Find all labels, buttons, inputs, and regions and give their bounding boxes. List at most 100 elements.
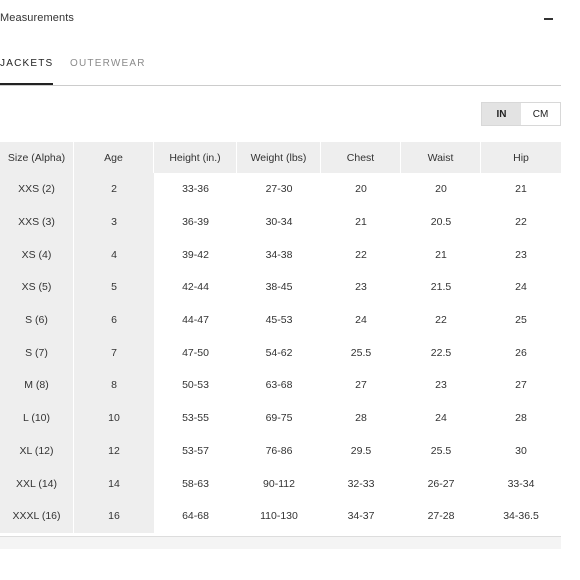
tab-jackets[interactable]: JACKETS — [0, 58, 54, 69]
cell-age: 12 — [74, 434, 154, 468]
cell-height: 64-68 — [182, 510, 209, 523]
cell-chest: 22 — [355, 248, 367, 261]
cell-weight: 63-68 — [265, 379, 293, 392]
cell-height: 44-47 — [182, 314, 209, 327]
cell-height: 47-50 — [182, 346, 209, 359]
cell-weight: 45-53 — [265, 314, 293, 327]
cell-height: 53-57 — [182, 444, 209, 457]
cell-hip: 25 — [515, 314, 527, 327]
cell-weight: 27-30 — [265, 183, 293, 196]
cell-size: L (10) — [0, 401, 74, 435]
table-row: M (8) 8 50-53 63-68 27 23 27 — [0, 369, 561, 402]
cell-age: 5 — [74, 271, 154, 304]
table-footer-band — [0, 537, 561, 549]
cell-chest: 21 — [355, 216, 367, 229]
cell-chest: 20 — [355, 183, 367, 196]
header-weight: Weight (lbs) — [237, 142, 321, 173]
cell-size: XXS (2) — [0, 173, 74, 206]
cell-chest: 29.5 — [350, 444, 372, 457]
header-waist: Waist — [401, 142, 481, 173]
cell-chest: 24 — [355, 314, 367, 327]
cell-age: 7 — [74, 336, 154, 370]
cell-chest: 28 — [355, 412, 367, 425]
cell-height: 50-53 — [182, 379, 209, 392]
panel-title: Measurements — [0, 12, 74, 24]
cell-size: XS (4) — [0, 238, 74, 272]
cell-hip: 22 — [515, 216, 527, 229]
cell-age: 14 — [74, 467, 154, 500]
cell-size: M (8) — [0, 369, 74, 402]
cell-hip: 27 — [515, 379, 527, 392]
cell-waist: 23 — [435, 379, 447, 392]
collapse-minus-icon[interactable] — [544, 18, 553, 20]
cell-height: 33-36 — [182, 183, 209, 196]
cell-hip: 33-34 — [507, 477, 535, 490]
cell-waist: 26-27 — [427, 477, 455, 490]
cell-hip: 26 — [515, 346, 527, 359]
table-row: XS (5) 5 42-44 38-45 23 21.5 24 — [0, 271, 561, 304]
cell-age: 3 — [74, 205, 154, 239]
cell-height: 36-39 — [182, 216, 209, 229]
cell-age: 16 — [74, 499, 154, 533]
cell-weight: 38-45 — [265, 281, 293, 294]
panel-header[interactable]: Measurements — [0, 0, 580, 38]
cell-size: XL (12) — [0, 434, 74, 468]
cell-height: 53-55 — [182, 412, 209, 425]
cell-waist: 21.5 — [430, 281, 452, 294]
cell-chest: 34-37 — [347, 510, 375, 523]
tab-outerwear[interactable]: OUTERWEAR — [70, 58, 146, 69]
header-chest: Chest — [321, 142, 401, 173]
cell-age: 8 — [74, 369, 154, 402]
cell-hip: 28 — [515, 412, 527, 425]
cell-weight: 54-62 — [265, 346, 293, 359]
table-row: S (6) 6 44-47 45-53 24 22 25 — [0, 303, 561, 337]
size-chart-table: Size (Alpha) Age Height (in.) Weight (lb… — [0, 142, 561, 533]
cell-age: 4 — [74, 238, 154, 272]
cell-weight: 90-112 — [263, 477, 295, 490]
cell-chest: 23 — [355, 281, 367, 294]
cell-waist: 22 — [435, 314, 447, 327]
cell-age: 10 — [74, 401, 154, 435]
category-tabs: JACKETS OUTERWEAR — [0, 38, 561, 86]
table-row: XXS (2) 2 33-36 27-30 20 20 21 — [0, 173, 561, 206]
cell-hip: 24 — [515, 281, 527, 294]
cell-height: 42-44 — [182, 281, 209, 294]
cell-waist: 24 — [435, 412, 447, 425]
cell-size: S (7) — [0, 336, 74, 370]
cell-weight: 76-86 — [265, 444, 293, 457]
cell-waist: 20 — [435, 183, 447, 196]
unit-in-button[interactable]: IN — [482, 103, 521, 125]
cell-hip: 23 — [515, 248, 527, 261]
table-header: Size (Alpha) Age Height (in.) Weight (lb… — [0, 142, 561, 173]
cell-waist: 21 — [435, 248, 447, 261]
cell-size: XS (5) — [0, 271, 74, 304]
table-row: XXL (14) 14 58-63 90-112 32-33 26-27 33-… — [0, 467, 561, 500]
cell-chest: 25.5 — [350, 346, 372, 359]
cell-age: 2 — [74, 173, 154, 206]
active-tab-indicator — [0, 83, 53, 85]
cell-hip: 30 — [515, 444, 527, 457]
header-height: Height (in.) — [154, 142, 237, 173]
cell-chest: 27 — [355, 379, 367, 392]
cell-size: S (6) — [0, 303, 74, 337]
table-row: L (10) 10 53-55 69-75 28 24 28 — [0, 401, 561, 435]
cell-weight: 30-34 — [265, 216, 293, 229]
cell-waist: 20.5 — [430, 216, 452, 229]
unit-cm-button[interactable]: CM — [521, 103, 560, 125]
table-row: XXXL (16) 16 64-68 110-130 34-37 27-28 3… — [0, 499, 561, 533]
unit-toggle: IN CM — [481, 102, 561, 126]
cell-height: 58-63 — [182, 477, 209, 490]
table-row: XXS (3) 3 36-39 30-34 21 20.5 22 — [0, 205, 561, 239]
cell-weight: 34-38 — [265, 248, 293, 261]
cell-chest: 32-33 — [347, 477, 375, 490]
header-size: Size (Alpha) — [0, 142, 74, 173]
table-row: XL (12) 12 53-57 76-86 29.5 25.5 30 — [0, 434, 561, 468]
table-bottom-divider — [0, 536, 561, 537]
table-body: XXS (2) 2 33-36 27-30 20 20 21 XXS (3) 3… — [0, 173, 561, 533]
cell-size: XXS (3) — [0, 205, 74, 239]
cell-waist: 27-28 — [427, 510, 455, 523]
cell-size: XXXL (16) — [0, 499, 74, 533]
cell-waist: 25.5 — [430, 444, 452, 457]
header-hip: Hip — [481, 142, 561, 173]
